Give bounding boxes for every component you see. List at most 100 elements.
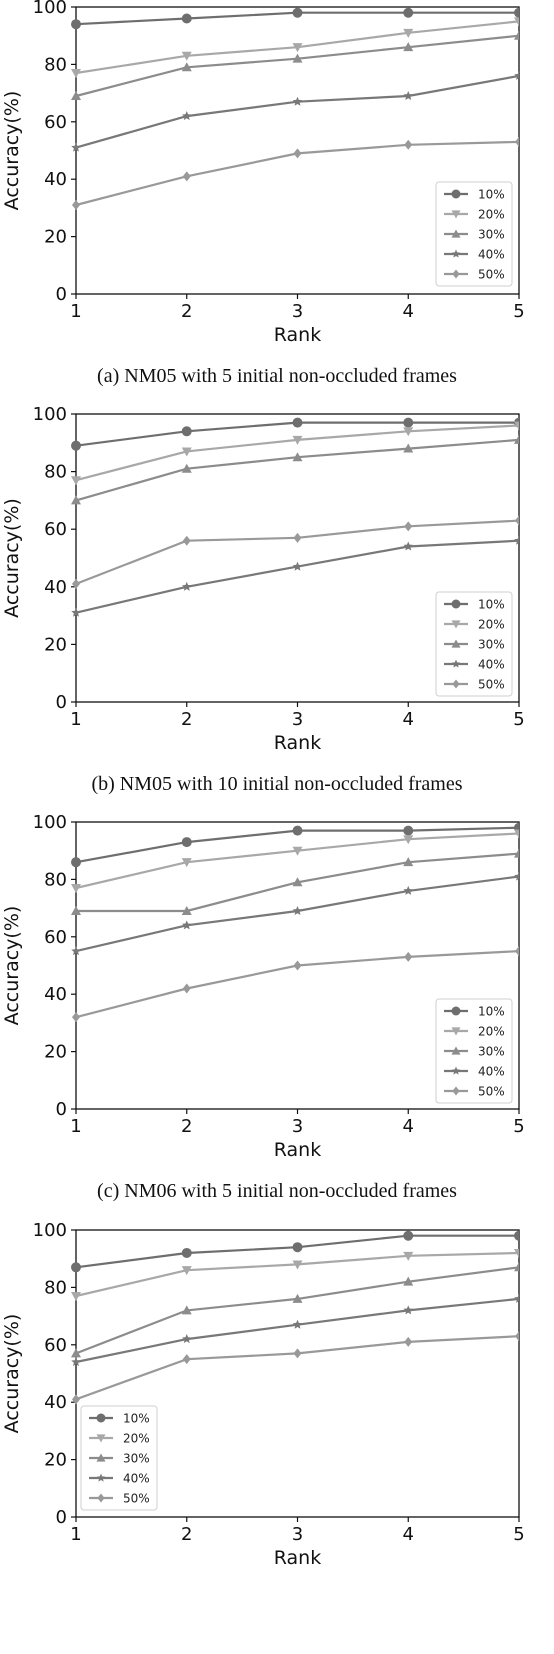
chart-panel-1: 0 20 40 60 80 100 1 2 3 4 5 Rank Accuracy(%) 10% 20% 30… <box>1 0 525 387</box>
legend-marker <box>452 1086 460 1096</box>
legend-marker <box>451 210 461 219</box>
data-point <box>403 1305 414 1315</box>
x-tick-label: 3 <box>292 1524 303 1545</box>
y-axis-label: Accuracy(%) <box>1 1314 23 1434</box>
data-point <box>71 69 81 79</box>
data-point <box>71 607 81 617</box>
y-tick-label: 40 <box>44 1392 67 1413</box>
y-axis-label: Accuracy(%) <box>1 91 23 211</box>
data-point <box>514 1230 519 1241</box>
data-point <box>71 1262 81 1273</box>
legend-label: 30% <box>478 638 505 652</box>
legend-label: 10% <box>478 598 505 612</box>
x-tick-label: 3 <box>292 301 303 322</box>
legend-box <box>435 181 513 287</box>
data-point <box>514 17 519 27</box>
y-tick-label: 20 <box>44 1450 67 1471</box>
data-point <box>181 858 192 868</box>
data-point <box>292 825 303 836</box>
legend: 10% 20% 30% 40% 50% <box>435 998 513 1104</box>
y-tick-label: 100 <box>33 404 67 425</box>
figure-caption: (a) NM05 with 5 initial non-occluded fra… <box>97 365 457 387</box>
legend-label: 50% <box>478 268 505 282</box>
x-tick-label: 2 <box>181 301 192 322</box>
legend-label: 20% <box>478 208 505 222</box>
y-tick-label: 60 <box>44 112 67 133</box>
data-point <box>71 90 81 100</box>
data-point <box>403 427 414 437</box>
data-point <box>71 857 81 868</box>
y-tick-label: 80 <box>44 1277 67 1298</box>
x-tick-label: 1 <box>70 1524 81 1545</box>
legend-marker <box>452 269 460 279</box>
x-axis-label: Rank <box>274 324 321 346</box>
y-tick-label: 40 <box>44 984 67 1005</box>
data-point <box>403 443 414 453</box>
legend-label: 30% <box>478 228 505 242</box>
data-point <box>515 946 519 957</box>
data-point <box>403 885 414 895</box>
data-point <box>292 1319 303 1329</box>
data-point <box>71 1348 81 1358</box>
data-point <box>404 139 413 150</box>
data-point <box>292 417 303 428</box>
legend-marker <box>451 1066 461 1075</box>
legend-marker <box>451 620 461 629</box>
data-point <box>403 417 414 428</box>
legend-box <box>80 1405 158 1511</box>
data-point <box>72 578 80 589</box>
data-point <box>292 905 303 916</box>
y-tick-label: 20 <box>44 634 67 655</box>
y-tick-label: 100 <box>33 0 67 18</box>
data-point <box>71 19 81 30</box>
data-point <box>181 1305 192 1315</box>
data-point <box>181 581 192 591</box>
data-point <box>515 515 519 526</box>
data-point <box>292 435 303 445</box>
series-line-3 <box>75 438 519 502</box>
data-point <box>181 837 192 848</box>
legend-marker <box>451 659 461 668</box>
legend-label: 30% <box>478 1045 505 1059</box>
data-point <box>71 495 81 505</box>
legend-marker <box>451 599 461 609</box>
data-point <box>293 532 302 543</box>
data-point <box>404 951 413 962</box>
data-point <box>71 1292 81 1302</box>
data-point <box>403 1230 414 1241</box>
x-tick-label: 2 <box>181 1524 192 1545</box>
legend-marker <box>451 189 461 199</box>
data-point <box>71 142 81 152</box>
series-group <box>71 7 519 211</box>
data-point <box>403 7 414 18</box>
series-group <box>71 1230 519 1405</box>
legend-label: 50% <box>123 1492 150 1506</box>
x-tick-label: 2 <box>181 709 192 730</box>
data-point <box>292 1260 303 1270</box>
legend: 10% 20% 30% 40% 50% <box>80 1405 158 1511</box>
legend-label: 10% <box>478 188 505 202</box>
data-point <box>71 884 81 894</box>
legend-marker <box>451 639 461 648</box>
data-point <box>514 421 519 431</box>
data-point <box>182 535 191 546</box>
y-tick-label: 0 <box>56 284 67 305</box>
x-tick-label: 4 <box>403 301 414 322</box>
data-point <box>292 846 303 856</box>
data-point <box>72 1394 80 1405</box>
data-point <box>181 13 192 24</box>
data-point <box>403 90 414 101</box>
legend-label: 40% <box>478 248 505 262</box>
x-axis-label: Rank <box>274 732 321 754</box>
data-point <box>292 53 303 63</box>
data-point <box>514 829 519 839</box>
data-point <box>182 1354 191 1365</box>
data-point <box>292 96 303 106</box>
data-point <box>292 1242 303 1253</box>
data-point <box>72 1012 80 1023</box>
data-point <box>403 1251 414 1261</box>
y-tick-label: 80 <box>44 462 67 483</box>
x-tick-label: 4 <box>403 1524 414 1545</box>
data-point <box>404 521 413 532</box>
y-tick-label: 20 <box>44 227 67 248</box>
